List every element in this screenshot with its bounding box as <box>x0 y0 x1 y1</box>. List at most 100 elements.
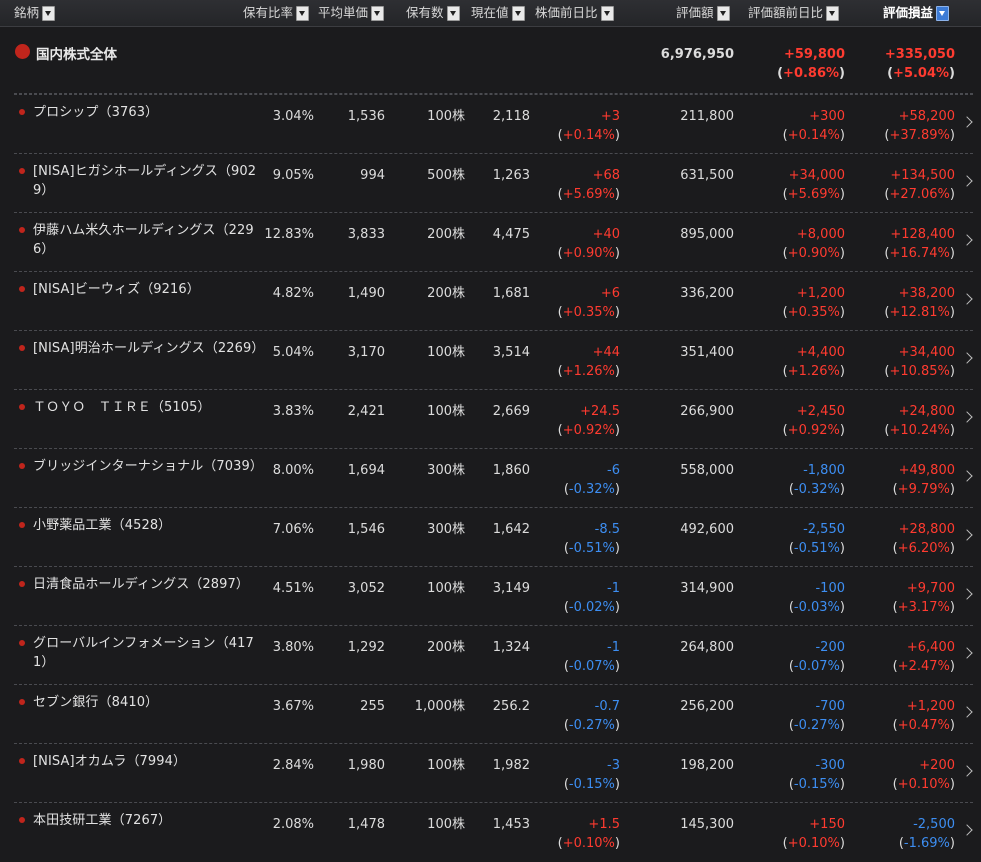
sort-dropdown-icon[interactable] <box>371 5 385 21</box>
stock-name: [NISA]ビーウィズ（9216） <box>33 282 200 297</box>
col-label: 評価額前日比 <box>748 5 824 20</box>
holding-ratio: 3.67% <box>272 699 314 714</box>
valuation: 266,900 <box>680 404 734 419</box>
chevron-right-icon[interactable] <box>961 588 973 600</box>
holding-ratio: 3.04% <box>272 109 314 124</box>
holding-row[interactable]: 本田技研工業（7267） 2.08% 1,478 100株 1,453 +1.5 (+0.1… <box>0 803 981 862</box>
holding-row[interactable]: ブリッジインターナショナル（7039） 8.00% 1,694 300株 1,860 -6… <box>0 449 981 508</box>
holding-row[interactable]: [NISA]ビーウィズ（9216） 4.82% 1,490 200株 1,681 +6 (+… <box>0 272 981 331</box>
chevron-right-icon[interactable] <box>961 647 973 659</box>
holding-row[interactable]: ＴＯＹＯ ＴＩＲＥ（5105） 3.83% 2,421 100株 2,669 +24.5 (… <box>0 390 981 449</box>
price-change: -1 <box>607 581 620 596</box>
avg-price: 1,536 <box>347 109 385 124</box>
chevron-right-icon[interactable] <box>961 765 973 777</box>
chevron-right-icon[interactable] <box>961 824 973 836</box>
chevron-right-icon[interactable] <box>961 175 973 187</box>
col-header-value[interactable]: 評価額 <box>676 0 730 26</box>
chevron-right-icon[interactable] <box>961 706 973 718</box>
col-header-ratio[interactable]: 保有比率 <box>243 0 310 26</box>
chevron-right-icon[interactable] <box>961 470 973 482</box>
holding-row[interactable]: [NISA]ヒガシホールディングス（9029） 9.05% 994 500株 1,263… <box>0 154 981 213</box>
sort-dropdown-icon[interactable] <box>296 5 310 21</box>
table-header: 銘柄 保有比率 平均単価 保有数 現在値 株価前日比 評価額 評価額前日比 評価… <box>0 0 981 27</box>
current-price: 1,642 <box>492 522 530 537</box>
sort-dropdown-icon[interactable] <box>600 5 614 21</box>
unrealized-pnl-pct: (-1.69%) <box>898 836 955 851</box>
chevron-right-icon[interactable] <box>961 529 973 541</box>
holding-ratio: 5.04% <box>272 345 314 360</box>
holding-row[interactable]: [NISA]明治ホールディングス（2269） 5.04% 3,170 100株 3,51… <box>0 331 981 390</box>
col-header-price[interactable]: 現在値 <box>471 0 525 26</box>
col-header-price-change[interactable]: 株価前日比 <box>535 0 614 26</box>
holding-row[interactable]: 伊藤ハム米久ホールディングス（2296） 12.83% 3,833 200株 4,475… <box>0 213 981 272</box>
valuation: 336,200 <box>680 286 734 301</box>
sort-dropdown-icon[interactable] <box>42 5 56 21</box>
sort-dropdown-icon[interactable] <box>936 5 950 21</box>
sort-dropdown-icon[interactable] <box>511 5 525 21</box>
col-header-name[interactable]: 銘柄 <box>14 0 56 26</box>
row-divider <box>14 684 973 685</box>
value-change: -200 <box>815 640 845 655</box>
col-label: 株価前日比 <box>535 5 598 20</box>
col-header-value-change[interactable]: 評価額前日比 <box>748 0 840 26</box>
col-label: 銘柄 <box>14 5 40 20</box>
unrealized-pnl: -2,500 <box>913 817 955 832</box>
category-dot-icon <box>15 44 30 59</box>
avg-price: 2,421 <box>347 404 385 419</box>
bullet-dot-icon <box>19 345 25 351</box>
holding-row[interactable]: プロシップ（3763） 3.04% 1,536 100株 2,118 +3 (+0.14%)… <box>0 95 981 154</box>
chevron-right-icon[interactable] <box>961 234 973 246</box>
quantity: 300株 <box>427 522 465 537</box>
holding-row[interactable]: セブン銀行（8410） 3.67% 255 1,000株 256.2 -0.7 (-0.27… <box>0 685 981 744</box>
avg-price: 255 <box>360 699 385 714</box>
quantity: 100株 <box>427 758 465 773</box>
chevron-right-icon[interactable] <box>961 411 973 423</box>
valuation: 351,400 <box>680 345 734 360</box>
quantity: 1,000株 <box>414 699 465 714</box>
value-change: -1,800 <box>803 463 845 478</box>
holding-row[interactable]: グローバルインフォメーション（4171） 3.80% 1,292 200株 1,324 -… <box>0 626 981 685</box>
valuation: 145,300 <box>680 817 734 832</box>
holding-row[interactable]: [NISA]オカムラ（7994） 2.84% 1,980 100株 1,982 -3 (-0… <box>0 744 981 803</box>
sort-dropdown-icon[interactable] <box>716 5 730 21</box>
value-change-pct: (+0.35%) <box>782 305 845 320</box>
holding-ratio: 3.83% <box>272 404 314 419</box>
holding-row[interactable]: 小野薬品工業（4528） 7.06% 1,546 300株 1,642 -8.5 (-0.5… <box>0 508 981 567</box>
quantity: 100株 <box>427 581 465 596</box>
valuation: 558,000 <box>680 463 734 478</box>
chevron-right-icon[interactable] <box>961 116 973 128</box>
chevron-right-icon[interactable] <box>961 293 973 305</box>
avg-price: 3,052 <box>347 581 385 596</box>
holding-ratio: 9.05% <box>272 168 314 183</box>
col-header-quantity[interactable]: 保有数 <box>406 0 460 26</box>
summary-pnl-pct: (+5.04%) <box>887 66 955 81</box>
value-change: -700 <box>815 699 845 714</box>
summary-pnl: +335,050 <box>884 47 955 62</box>
price-change-pct: (-0.15%) <box>563 777 620 792</box>
sort-dropdown-icon[interactable] <box>446 5 460 21</box>
col-header-pnl[interactable]: 評価損益 <box>883 0 950 26</box>
avg-price: 994 <box>360 168 385 183</box>
bullet-dot-icon <box>19 109 25 115</box>
stock-name: ＴＯＹＯ ＴＩＲＥ（5105） <box>33 400 211 415</box>
unrealized-pnl: +200 <box>919 758 955 773</box>
bullet-dot-icon <box>19 227 25 233</box>
bullet-dot-icon <box>19 168 25 174</box>
summary-value-change-pct: (+0.86%) <box>777 66 845 81</box>
value-change: +4,400 <box>796 345 845 360</box>
current-price: 4,475 <box>492 227 530 242</box>
chevron-right-icon[interactable] <box>961 352 973 364</box>
unrealized-pnl: +128,400 <box>890 227 955 242</box>
price-change: +6 <box>600 286 620 301</box>
col-header-avg-price[interactable]: 平均単価 <box>318 0 385 26</box>
holding-row[interactable]: 日清食品ホールディングス（2897） 4.51% 3,052 100株 3,149 -1 (… <box>0 567 981 626</box>
current-price: 1,263 <box>492 168 530 183</box>
unrealized-pnl: +9,700 <box>906 581 955 596</box>
bullet-dot-icon <box>19 581 25 587</box>
value-change-pct: (-0.03%) <box>788 600 845 615</box>
sort-dropdown-icon[interactable] <box>826 5 840 21</box>
stock-name: プロシップ（3763） <box>33 105 159 120</box>
unrealized-pnl-pct: (+16.74%) <box>884 246 955 261</box>
price-change-pct: (+0.14%) <box>557 128 620 143</box>
unrealized-pnl: +58,200 <box>898 109 955 124</box>
